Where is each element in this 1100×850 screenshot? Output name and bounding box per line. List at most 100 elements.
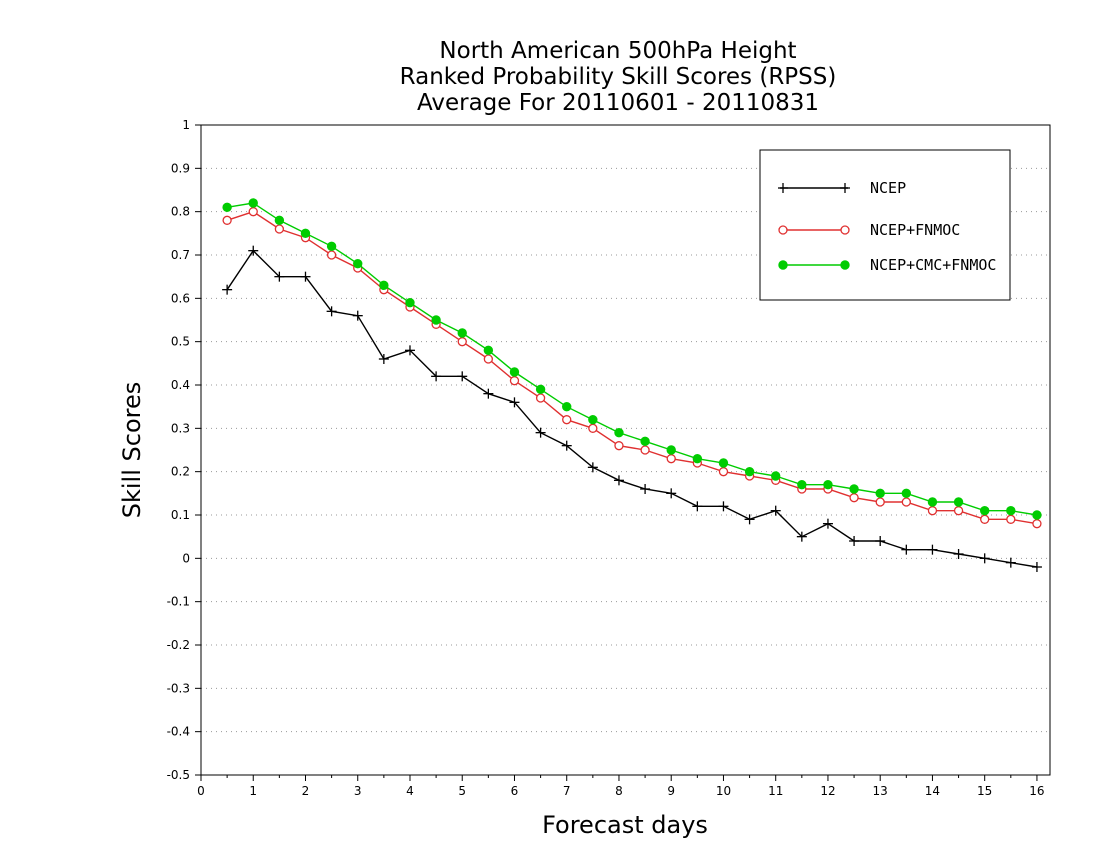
data-point: [979, 553, 990, 564]
data-point: [849, 484, 859, 494]
data-point: [274, 215, 285, 226]
data-point: [666, 445, 676, 455]
data-point: [875, 488, 885, 499]
data-point: [640, 436, 650, 447]
legend-marker: [840, 260, 850, 270]
data-point: [901, 544, 912, 555]
x-tick-label: 9: [667, 784, 675, 798]
y-tick-label: -0.2: [167, 638, 190, 652]
chart-title-line: Average For 20110601 - 20110831: [417, 90, 819, 116]
y-tick-label: -0.3: [167, 681, 190, 695]
data-point: [509, 397, 520, 408]
legend-label: NCEP+FNMOC: [870, 221, 960, 239]
data-point: [692, 501, 703, 512]
legend-marker: [840, 183, 850, 193]
legend-marker: [778, 183, 788, 193]
chart-title-line: Ranked Probability Skill Scores (RPSS): [400, 64, 837, 90]
data-point: [274, 271, 285, 282]
data-point: [483, 345, 494, 356]
data-point: [614, 427, 624, 438]
data-point: [770, 505, 781, 516]
legend-item: NCEP+FNMOC: [778, 221, 960, 239]
data-point: [1032, 510, 1042, 520]
data-point: [797, 479, 807, 490]
chart-title: North American 500hPa Height Ranked Prob…: [400, 38, 837, 116]
plot-frame: [200, 124, 1051, 776]
data-point: [796, 531, 807, 542]
data-point: [353, 258, 363, 269]
data-point: [849, 493, 859, 503]
data-point: [535, 384, 546, 395]
legend-item: NCEP+CMC+FNMOC: [778, 256, 996, 274]
x-axis-title: Forecast days: [542, 811, 708, 839]
data-point: [457, 328, 467, 338]
data-point: [404, 345, 415, 356]
data-point: [431, 315, 441, 325]
data-point: [875, 497, 885, 507]
data-point: [823, 479, 833, 490]
x-tick-label: 2: [302, 784, 310, 798]
data-point: [300, 271, 311, 282]
y-tick-label: -0.1: [167, 595, 190, 609]
data-point: [953, 497, 964, 507]
data-point: [744, 514, 755, 525]
data-point: [927, 544, 938, 555]
y-tick-label: 0.1: [171, 508, 190, 522]
legend-marker: [778, 260, 788, 270]
data-point: [927, 497, 938, 507]
data-point: [509, 376, 520, 386]
legend: NCEP NCEP+FNMOC NCEP+CMC+FNMOC: [759, 149, 1011, 301]
data-point: [326, 250, 337, 260]
data-point: [483, 354, 494, 364]
legend-marker: [778, 225, 788, 235]
series-group: [222, 198, 1042, 572]
y-tick-label: 0.6: [171, 291, 190, 305]
data-point: [980, 514, 990, 524]
legend-label: NCEP: [870, 179, 906, 197]
data-point: [718, 458, 729, 468]
data-point: [613, 475, 624, 486]
data-point: [352, 310, 363, 321]
legend-box: [759, 149, 1011, 301]
x-tick-label: 5: [458, 784, 466, 798]
y-tick-label: 0.8: [171, 205, 190, 219]
y-tick-label: -0.4: [167, 725, 190, 739]
series-ncep: [222, 245, 1042, 572]
data-point: [562, 415, 572, 425]
data-point: [953, 549, 964, 559]
data-point: [431, 371, 442, 382]
data-point: [326, 306, 337, 317]
data-point: [248, 198, 258, 208]
x-tick-label: 8: [615, 784, 623, 798]
y-tick-label: -0.5: [167, 768, 190, 782]
data-point: [1031, 562, 1042, 572]
series-ncep-cmc-fnmoc: [222, 198, 1042, 520]
data-point: [979, 505, 990, 516]
data-point: [535, 393, 546, 403]
data-point: [1032, 519, 1042, 529]
data-point: [378, 354, 389, 364]
y-tick-label: 0: [182, 551, 190, 565]
data-point: [1006, 514, 1016, 524]
data-point: [901, 488, 912, 499]
data-point: [222, 215, 232, 225]
x-tick-label: 11: [768, 784, 783, 798]
data-point: [1005, 557, 1016, 568]
chart-title-line: North American 500hPa Height: [439, 38, 796, 64]
data-point: [326, 241, 337, 252]
data-point: [640, 484, 651, 494]
series-line: [226, 249, 1038, 568]
y-tick-label: 0.2: [171, 465, 190, 479]
x-tick-label: 12: [820, 784, 835, 798]
data-point: [666, 488, 677, 499]
x-tick-label: 16: [1029, 784, 1044, 798]
data-point: [771, 471, 781, 481]
data-point: [718, 501, 729, 512]
data-point: [535, 427, 546, 438]
x-tick-label: 1: [249, 784, 257, 798]
data-point: [405, 297, 415, 308]
data-point: [1006, 505, 1016, 516]
data-point: [849, 536, 860, 546]
data-point: [666, 454, 676, 464]
